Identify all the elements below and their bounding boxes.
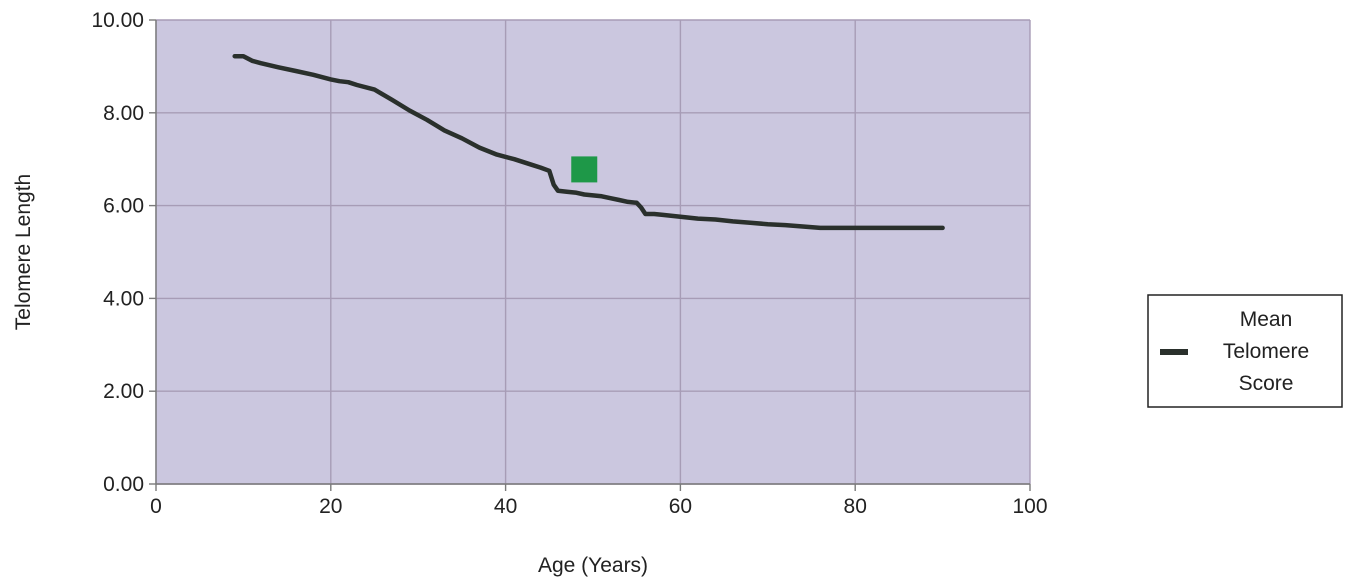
gridlines — [155, 19, 1031, 485]
y-tick-label: 10.00 — [91, 9, 144, 32]
x-tick-label: 40 — [494, 495, 517, 518]
y-tick-label: 0.00 — [103, 473, 144, 496]
x-tick-label: 0 — [150, 495, 162, 518]
x-tick-label: 60 — [669, 495, 692, 518]
axes — [149, 19, 1031, 491]
series-line-mean-telomere-score — [232, 53, 945, 231]
x-tick-label: 20 — [319, 495, 342, 518]
y-tick-label: 2.00 — [103, 380, 144, 403]
y-tick-label: 8.00 — [103, 102, 144, 125]
legend: Mean Telomere Score — [1147, 294, 1343, 408]
legend-label-line: Score — [1239, 372, 1294, 395]
scatter-point-square — [571, 156, 598, 183]
x-tick-label: 80 — [844, 495, 867, 518]
x-axis-title: Age (Years) — [538, 554, 648, 577]
tick-labels: 0.00 2.00 4.00 6.00 8.00 10.00 0 20 40 60 80 100 — [91, 9, 1047, 518]
y-tick-label: 6.00 — [103, 195, 144, 218]
x-tick-label: 100 — [1012, 495, 1047, 518]
legend-label-line: Mean — [1240, 308, 1293, 331]
y-axis-title: Telomere Length — [12, 174, 35, 330]
y-tick-label: 4.00 — [103, 287, 144, 310]
legend-label-line: Telomere — [1223, 340, 1309, 363]
series-layer — [232, 53, 945, 231]
legend-label: Mean Telomere Score — [1223, 308, 1309, 395]
plot-area — [156, 20, 1030, 484]
